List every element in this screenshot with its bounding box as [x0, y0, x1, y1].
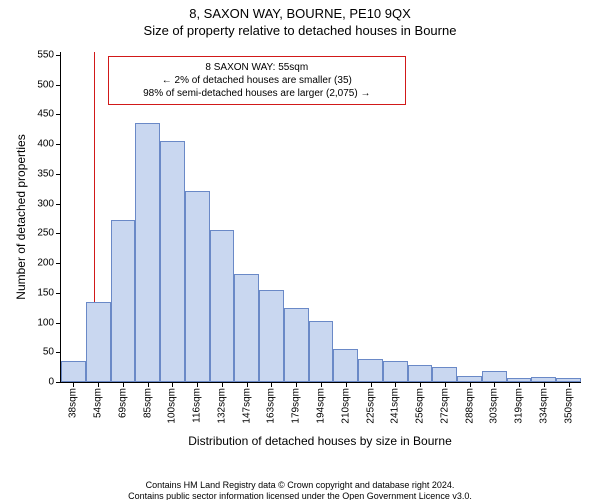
- histogram-bar: [408, 365, 433, 382]
- histogram-bar: [234, 274, 259, 382]
- histogram-bar: [432, 367, 457, 382]
- histogram-bar: [482, 371, 507, 382]
- ytick-label: 500: [37, 79, 61, 90]
- ytick-label: 200: [37, 258, 61, 269]
- xtick-line: [98, 382, 99, 387]
- ytick-label: 450: [37, 109, 61, 120]
- y-axis-label: Number of detached properties: [14, 134, 28, 299]
- xtick-line: [296, 382, 297, 387]
- histogram-bar: [309, 321, 334, 382]
- xtick-label: 38sqm: [68, 388, 79, 418]
- ytick-label: 350: [37, 168, 61, 179]
- xtick-line: [222, 382, 223, 387]
- xtick-label: 241sqm: [390, 388, 401, 424]
- footer: Contains HM Land Registry data © Crown c…: [0, 480, 600, 500]
- xtick-label: 147sqm: [241, 388, 252, 424]
- histogram-bar: [111, 220, 136, 382]
- xtick-line: [346, 382, 347, 387]
- xtick-line: [470, 382, 471, 387]
- xtick-line: [247, 382, 248, 387]
- footer-line2: Contains public sector information licen…: [0, 491, 600, 500]
- xtick-label: 163sqm: [266, 388, 277, 424]
- ytick-label: 50: [43, 347, 61, 358]
- xtick-line: [494, 382, 495, 387]
- xtick-line: [371, 382, 372, 387]
- xtick-label: 132sqm: [216, 388, 227, 424]
- chart-title-line2: Size of property relative to detached ho…: [0, 23, 600, 38]
- xtick-line: [395, 382, 396, 387]
- xtick-line: [569, 382, 570, 387]
- annotation-box: 8 SAXON WAY: 55sqm ← 2% of detached hous…: [108, 56, 406, 105]
- histogram-bar: [284, 308, 309, 382]
- histogram-bar: [358, 359, 383, 382]
- ytick-label: 0: [48, 377, 61, 388]
- histogram-bar: [210, 230, 235, 382]
- xtick-line: [172, 382, 173, 387]
- xtick-line: [73, 382, 74, 387]
- xtick-line: [148, 382, 149, 387]
- ytick-label: 550: [37, 49, 61, 60]
- annotation-line1: 8 SAXON WAY: 55sqm: [117, 61, 397, 74]
- xtick-line: [519, 382, 520, 387]
- ytick-label: 100: [37, 317, 61, 328]
- xtick-label: 225sqm: [365, 388, 376, 424]
- xtick-label: 303sqm: [489, 388, 500, 424]
- xtick-line: [445, 382, 446, 387]
- histogram-bar: [160, 141, 185, 382]
- histogram-bar: [86, 302, 111, 382]
- chart-title-line1: 8, SAXON WAY, BOURNE, PE10 9QX: [0, 6, 600, 21]
- histogram-bar: [383, 361, 408, 382]
- xtick-label: 179sqm: [291, 388, 302, 424]
- x-axis-label: Distribution of detached houses by size …: [188, 434, 452, 448]
- footer-line1: Contains HM Land Registry data © Crown c…: [0, 480, 600, 491]
- histogram-bar: [185, 191, 210, 382]
- histogram-bar: [259, 290, 284, 382]
- annotation-line2: ← 2% of detached houses are smaller (35): [117, 74, 397, 87]
- xtick-label: 288sqm: [464, 388, 475, 424]
- xtick-label: 116sqm: [192, 388, 203, 423]
- histogram-bar: [333, 349, 358, 382]
- xtick-label: 319sqm: [514, 388, 525, 424]
- xtick-label: 350sqm: [563, 388, 574, 424]
- xtick-label: 272sqm: [439, 388, 450, 424]
- histogram-bar: [135, 123, 160, 382]
- histogram-bar: [61, 361, 86, 382]
- xtick-line: [321, 382, 322, 387]
- xtick-label: 334sqm: [538, 388, 549, 424]
- xtick-label: 85sqm: [142, 388, 153, 418]
- xtick-label: 54sqm: [93, 388, 104, 418]
- chart-container: 8, SAXON WAY, BOURNE, PE10 9QX Size of p…: [0, 6, 600, 500]
- ytick-label: 250: [37, 228, 61, 239]
- xtick-label: 256sqm: [415, 388, 426, 424]
- xtick-label: 194sqm: [316, 388, 327, 424]
- xtick-line: [123, 382, 124, 387]
- ytick-label: 300: [37, 198, 61, 209]
- xtick-line: [544, 382, 545, 387]
- plot-area: 8 SAXON WAY: 55sqm ← 2% of detached hous…: [60, 52, 581, 383]
- ytick-label: 400: [37, 139, 61, 150]
- annotation-line3: 98% of semi-detached houses are larger (…: [117, 87, 397, 100]
- xtick-line: [197, 382, 198, 387]
- ytick-label: 150: [37, 287, 61, 298]
- xtick-line: [271, 382, 272, 387]
- xtick-label: 69sqm: [117, 388, 128, 418]
- xtick-label: 100sqm: [167, 388, 178, 424]
- xtick-line: [420, 382, 421, 387]
- xtick-label: 210sqm: [340, 388, 351, 424]
